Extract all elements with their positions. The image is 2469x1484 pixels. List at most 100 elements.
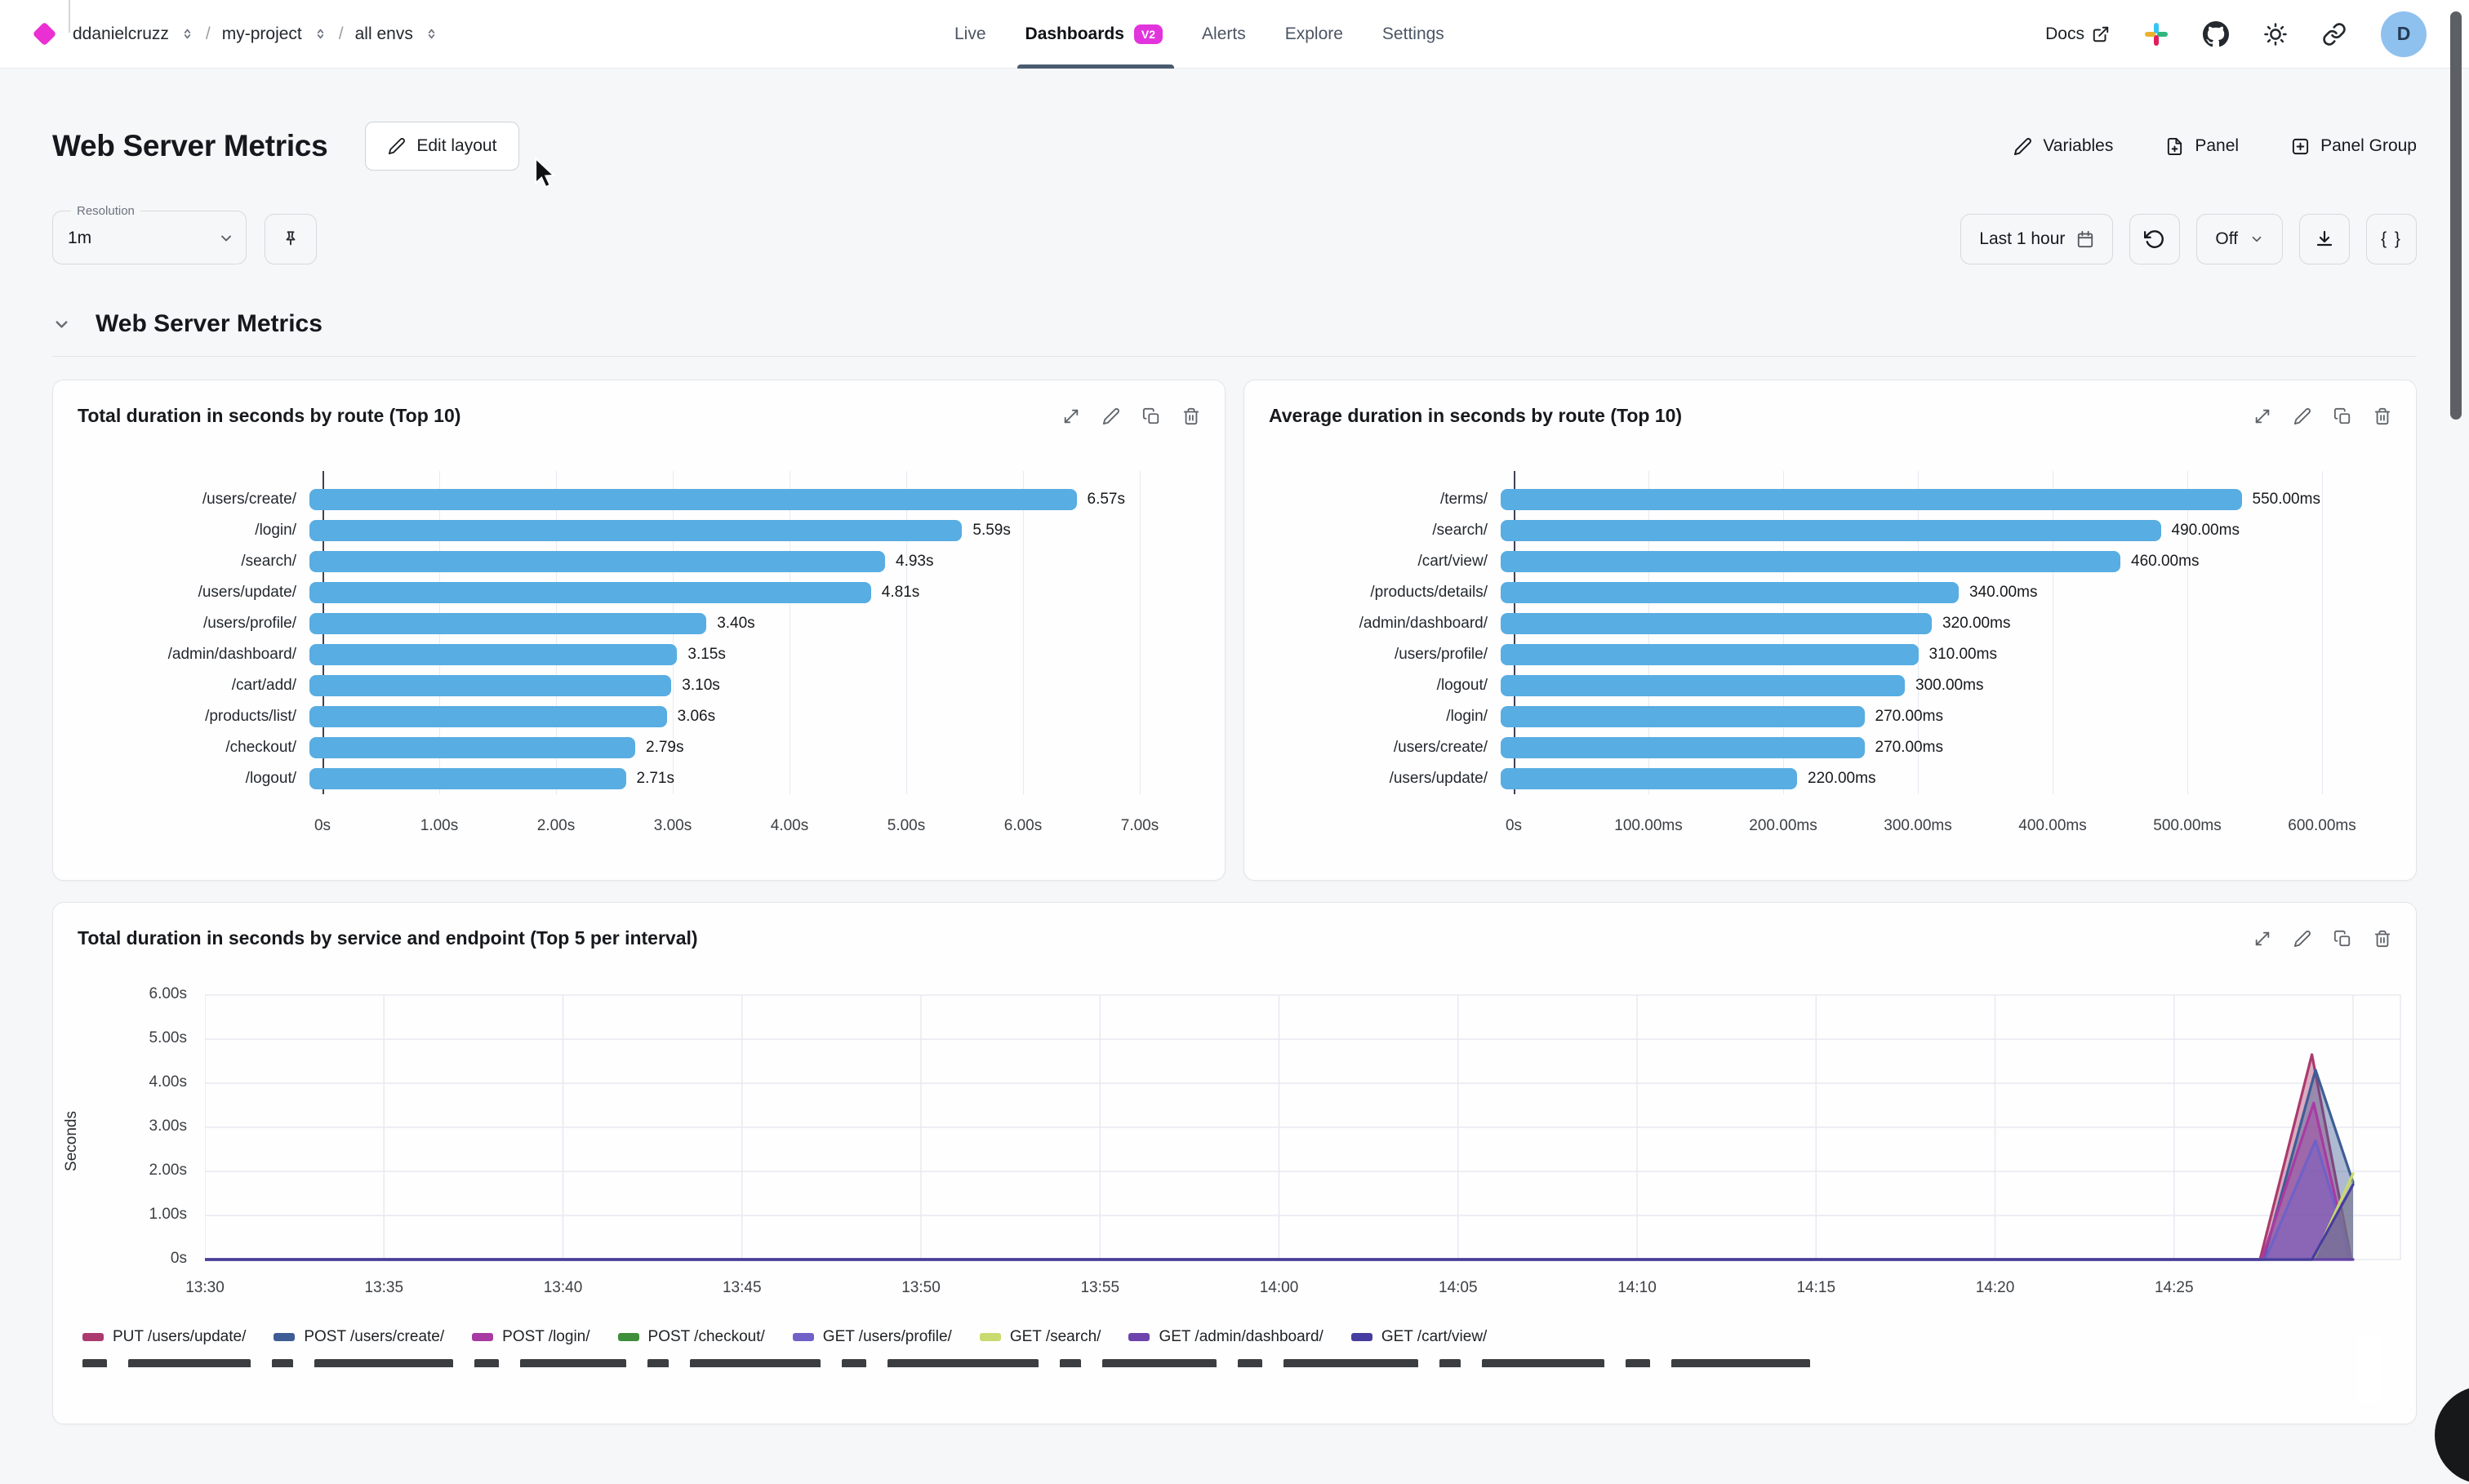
docs-link[interactable]: Docs bbox=[2045, 24, 2110, 44]
x-tick-label: 0s bbox=[1505, 817, 1523, 834]
bar[interactable] bbox=[1501, 768, 1797, 789]
share-link-icon[interactable] bbox=[2322, 22, 2347, 47]
value-label: 460.00ms bbox=[2131, 553, 2200, 570]
duplicate-panel-icon[interactable] bbox=[1142, 407, 1160, 425]
github-icon[interactable] bbox=[2203, 20, 2229, 47]
legend-color-chip bbox=[472, 1333, 494, 1341]
auto-refresh-select[interactable]: Off bbox=[2196, 214, 2283, 264]
bar-track: 2.79s bbox=[309, 732, 1213, 763]
bar[interactable] bbox=[1501, 675, 1905, 696]
expand-icon[interactable] bbox=[1062, 407, 1080, 425]
page-title: Web Server Metrics bbox=[52, 129, 328, 162]
variables-button[interactable]: Variables bbox=[2013, 136, 2113, 156]
theme-sun-icon[interactable] bbox=[2263, 22, 2288, 47]
bar[interactable] bbox=[309, 613, 707, 634]
bar-track: 5.59s bbox=[309, 515, 1213, 546]
vertical-scrollbar-thumb[interactable] bbox=[2450, 11, 2462, 420]
legend-item[interactable]: POST /login/ bbox=[472, 1328, 590, 1346]
legend-label: GET /admin/dashboard/ bbox=[1159, 1328, 1323, 1345]
bar[interactable] bbox=[1501, 644, 1919, 665]
json-view-button[interactable]: { } bbox=[2366, 214, 2417, 264]
bar-chart: /terms/550.00ms/search/490.00ms/cart/vie… bbox=[1244, 471, 2416, 840]
dashboard-toolbar: Resolution 1m Last 1 hour bbox=[52, 204, 2417, 264]
time-range-picker[interactable]: Last 1 hour bbox=[1960, 214, 2114, 264]
x-tick-label: 14:25 bbox=[2154, 1279, 2194, 1296]
panel-group-header: Web Server Metrics bbox=[52, 310, 2417, 338]
selector-updown-icon[interactable] bbox=[425, 27, 438, 41]
bar[interactable] bbox=[1501, 613, 1932, 634]
tab-settings[interactable]: Settings bbox=[1381, 24, 1444, 43]
legend-item[interactable]: GET /cart/view/ bbox=[1350, 1328, 1487, 1346]
legend-item[interactable]: POST /users/create/ bbox=[274, 1328, 444, 1346]
breadcrumb-project[interactable]: my-project bbox=[221, 24, 302, 43]
bar-track: 320.00ms bbox=[1501, 608, 2404, 639]
bar[interactable] bbox=[1501, 489, 2242, 510]
bar[interactable] bbox=[309, 706, 667, 727]
x-tick-label: 300.00ms bbox=[1884, 817, 1952, 834]
chevron-down-icon bbox=[218, 230, 234, 247]
bar[interactable] bbox=[309, 644, 678, 665]
legend-item[interactable]: GET /users/profile/ bbox=[792, 1328, 952, 1346]
expand-icon[interactable] bbox=[2253, 407, 2271, 425]
breadcrumb-org[interactable]: ddanielcruzz bbox=[73, 24, 169, 43]
delete-panel-icon[interactable] bbox=[2373, 930, 2391, 948]
resolution-select[interactable]: Resolution 1m bbox=[52, 204, 247, 264]
chevron-down-icon[interactable] bbox=[52, 315, 71, 334]
legend-label: POST /users/create/ bbox=[304, 1328, 445, 1345]
brand-logo-icon[interactable] bbox=[32, 21, 57, 47]
edit-panel-icon[interactable] bbox=[2293, 407, 2311, 425]
legend-overflow-clipped bbox=[82, 1359, 2416, 1367]
bar[interactable] bbox=[1501, 582, 1959, 603]
selector-updown-icon[interactable] bbox=[314, 27, 327, 41]
pin-resolution-button[interactable] bbox=[265, 214, 317, 264]
legend-item[interactable]: GET /admin/dashboard/ bbox=[1128, 1328, 1323, 1346]
bar[interactable] bbox=[309, 768, 626, 789]
download-button[interactable] bbox=[2299, 214, 2350, 264]
panel-title: Total duration in seconds by service and… bbox=[78, 927, 698, 949]
refresh-button[interactable] bbox=[2129, 214, 2181, 264]
bar[interactable] bbox=[309, 520, 963, 541]
x-tick-label: 0s bbox=[314, 817, 331, 834]
delete-panel-icon[interactable] bbox=[2373, 407, 2391, 425]
x-tick-label: 13:30 bbox=[185, 1279, 225, 1296]
bar[interactable] bbox=[309, 737, 635, 758]
tab-dashboards[interactable]: Dashboards V2 bbox=[1017, 0, 1174, 69]
selector-updown-icon[interactable] bbox=[180, 27, 194, 41]
edit-layout-button[interactable]: Edit layout bbox=[365, 122, 520, 171]
bar-row: /users/profile/310.00ms bbox=[1256, 639, 2404, 670]
edit-panel-icon[interactable] bbox=[2293, 930, 2311, 948]
breadcrumb-env[interactable]: all envs bbox=[354, 24, 413, 43]
legend-item[interactable]: GET /search/ bbox=[979, 1328, 1101, 1346]
delete-panel-icon[interactable] bbox=[1182, 407, 1200, 425]
bar[interactable] bbox=[1501, 551, 2120, 572]
x-tick-label: 14:15 bbox=[1796, 1279, 1836, 1296]
bar[interactable] bbox=[1501, 737, 1865, 758]
external-link-icon bbox=[2092, 25, 2110, 43]
slack-icon[interactable] bbox=[2144, 22, 2169, 47]
panel-duration-by-service-endpoint: Total duration in seconds by service and… bbox=[52, 902, 2417, 1424]
bar-row: /login/270.00ms bbox=[1256, 701, 2404, 732]
add-panel-group-button[interactable]: Panel Group bbox=[2291, 136, 2417, 156]
bar[interactable] bbox=[309, 489, 1077, 510]
bar[interactable] bbox=[309, 675, 672, 696]
bar[interactable] bbox=[1501, 520, 2161, 541]
bar[interactable] bbox=[309, 551, 885, 572]
tab-explore[interactable]: Explore bbox=[1284, 24, 1343, 43]
bar[interactable] bbox=[1501, 706, 1865, 727]
duplicate-panel-icon[interactable] bbox=[2333, 407, 2351, 425]
value-label: 3.40s bbox=[717, 615, 755, 632]
x-tick-label: 4.00s bbox=[770, 817, 809, 834]
add-panel-button[interactable]: Panel bbox=[2165, 136, 2239, 156]
edit-panel-icon[interactable] bbox=[1102, 407, 1120, 425]
duplicate-panel-icon[interactable] bbox=[2333, 930, 2351, 948]
legend-item[interactable]: POST /checkout/ bbox=[617, 1328, 765, 1346]
tab-alerts[interactable]: Alerts bbox=[1202, 24, 1246, 43]
expand-icon[interactable] bbox=[2253, 930, 2271, 948]
category-label: /admin/dashboard/ bbox=[1359, 615, 1488, 632]
tab-live[interactable]: Live bbox=[954, 24, 986, 43]
user-avatar[interactable]: D bbox=[2381, 11, 2427, 57]
bar[interactable] bbox=[309, 582, 871, 603]
value-label: 3.15s bbox=[687, 646, 726, 663]
chart-legend: PUT /users/update/POST /users/create/POS… bbox=[82, 1328, 2416, 1346]
legend-item[interactable]: PUT /users/update/ bbox=[82, 1328, 246, 1346]
